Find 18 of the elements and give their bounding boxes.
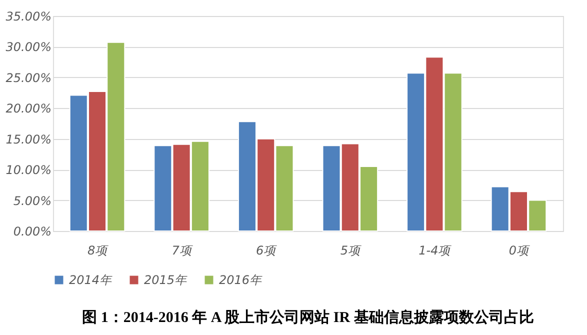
y-tick-label: 0.00% xyxy=(13,224,52,238)
y-tick-label: 35.00% xyxy=(6,10,52,24)
x-tick-label: 5项 xyxy=(340,244,362,258)
legend-label: 2016年 xyxy=(219,273,263,287)
x-tick-label: 7项 xyxy=(172,244,194,258)
y-tick-label: 15.00% xyxy=(6,132,52,146)
x-tick-label: 0项 xyxy=(508,244,531,258)
y-tick-label: 25.00% xyxy=(6,70,52,85)
y-tick-label: 5.00% xyxy=(13,194,52,208)
legend-label: 2014年 xyxy=(69,273,113,287)
y-tick-label: 20.00% xyxy=(6,102,52,116)
x-tick-label: 8项 xyxy=(87,244,110,258)
y-tick-label: 30.00% xyxy=(6,40,52,54)
legend-label: 2015年 xyxy=(144,273,188,287)
x-tick-label: 1-4项 xyxy=(418,244,452,258)
x-tick-label: 6项 xyxy=(256,244,278,258)
text: 图 1：2014-2016 年 A 股上市公司网站 IR 基础信息披露项数公司占比 xyxy=(82,308,534,326)
y-tick-label: 10.00% xyxy=(6,163,52,178)
